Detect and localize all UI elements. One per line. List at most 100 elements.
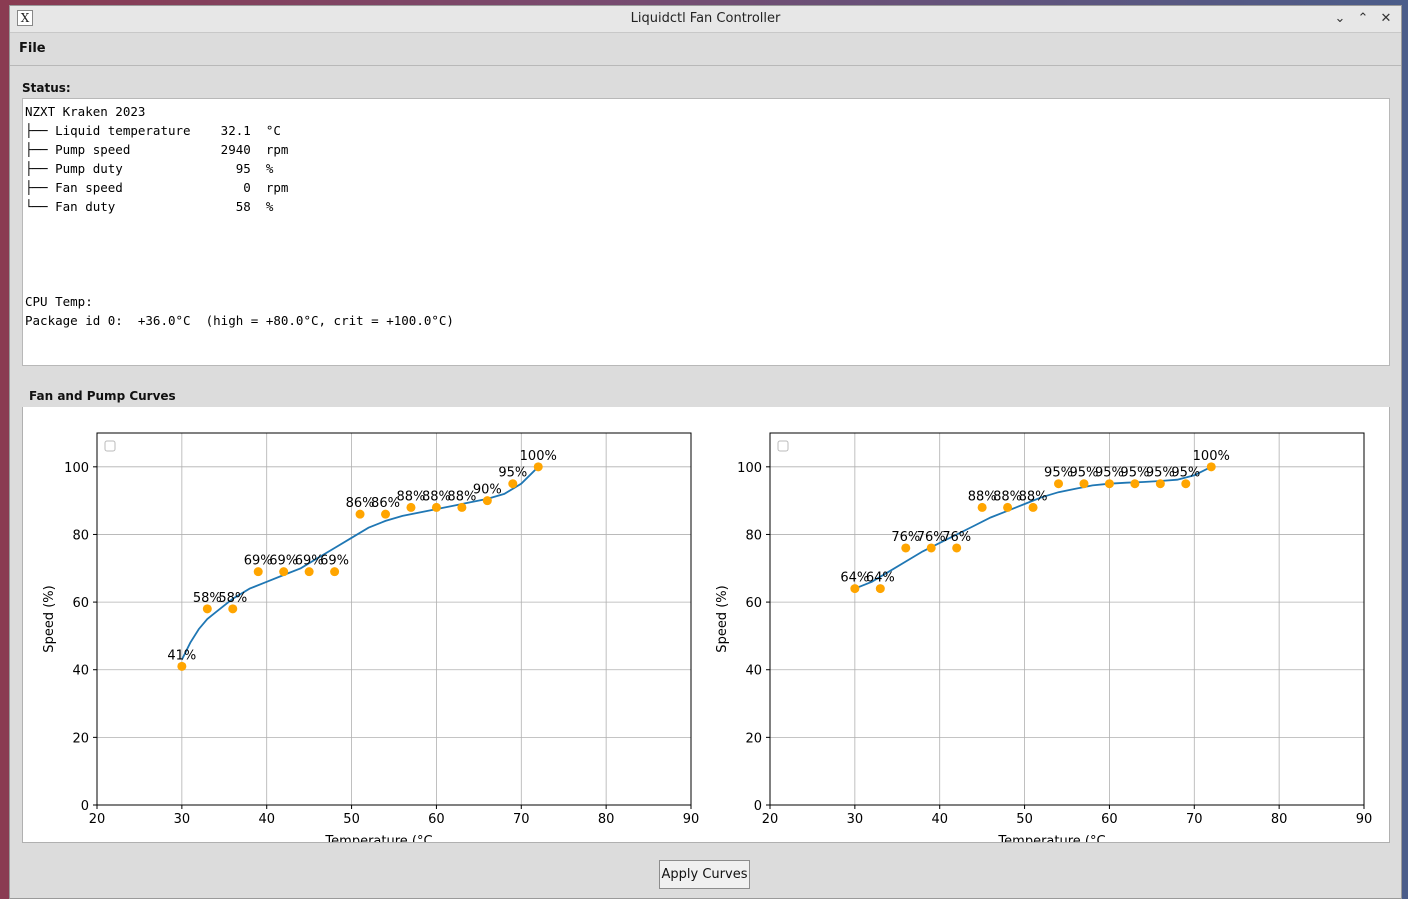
data-point	[253, 567, 263, 577]
data-point-label: 95%	[498, 466, 527, 481]
data-point	[508, 479, 518, 489]
data-point	[457, 502, 467, 512]
y-tick-label: 80	[745, 528, 762, 543]
data-point-label: 76%	[917, 530, 946, 545]
x-tick-label: 50	[1016, 812, 1033, 827]
x-tick-label: 50	[343, 812, 360, 827]
data-point-label: 58%	[193, 591, 222, 606]
data-point	[1130, 479, 1140, 489]
app-window: X Liquidctl Fan Controller ⌄ ⌃ ✕ File St…	[9, 5, 1402, 899]
data-point-label: 76%	[942, 530, 971, 545]
data-point-label: 41%	[167, 648, 196, 663]
data-point	[279, 567, 289, 577]
data-point	[952, 543, 962, 553]
apply-curves-button[interactable]: Apply Curves	[659, 860, 750, 889]
fitted-curve-line	[854, 465, 1212, 590]
x-tick-label: 30	[174, 812, 191, 827]
pump-curve-plot[interactable]: 20 30 40 50 60 70 80 90020406080100Temperature …	[696, 408, 1380, 849]
data-point	[1079, 479, 1089, 489]
data-point	[1028, 502, 1038, 512]
data-point	[406, 502, 416, 512]
data-point	[533, 462, 543, 472]
title-bar[interactable]: X Liquidctl Fan Controller ⌄ ⌃ ✕	[10, 6, 1401, 33]
data-point-label: 69%	[295, 554, 324, 569]
data-point	[926, 543, 936, 553]
status-panel[interactable]: NZXT Kraken 2023 ├── Liquid temperature …	[22, 98, 1390, 366]
data-point-label: 88%	[422, 489, 451, 504]
x-tick-label: 30	[847, 812, 864, 827]
close-button[interactable]: ✕	[1380, 11, 1392, 26]
data-point-label: 95%	[1120, 466, 1149, 481]
menu-file[interactable]: File	[19, 41, 46, 56]
data-point	[850, 584, 860, 594]
plot-frame	[769, 432, 1365, 806]
x-tick-label: 80	[1271, 812, 1288, 827]
x-tick-label: 40	[258, 812, 275, 827]
x-tick-label: 90	[1356, 812, 1373, 827]
x-tick-label: 60	[1101, 812, 1118, 827]
fan-curve-chart[interactable]: 20 30 40 50 60 70 80 90 0 20 40 60 80 100 Temperature …	[23, 408, 707, 849]
minimize-button[interactable]: ⌄	[1334, 11, 1346, 26]
data-point	[304, 567, 314, 577]
plot-frame	[96, 432, 692, 806]
y-tick-label: 80	[72, 528, 89, 543]
fan-curve-plot[interactable]: 20 30 40 50 60 70 80 90020406080100Temperature …	[23, 408, 707, 849]
y-axis-label: Speed (%)	[715, 585, 730, 652]
x-tick-label: 70	[513, 812, 530, 827]
x-tick-label: 80	[598, 812, 615, 827]
legend-checkbox-icon	[777, 440, 789, 452]
x-axis-label: Temperature (°C	[324, 834, 432, 842]
data-point-label: 88%	[968, 489, 997, 504]
plot-area	[97, 433, 691, 805]
y-tick-label: 0	[81, 799, 89, 814]
data-point	[381, 509, 391, 519]
y-tick-label: 20	[745, 731, 762, 746]
data-point-label: 64%	[866, 571, 895, 586]
data-point-label: 88%	[397, 489, 426, 504]
data-point	[1003, 502, 1013, 512]
data-point	[330, 567, 340, 577]
status-label: Status:	[22, 81, 71, 95]
data-point-label: 88%	[993, 489, 1022, 504]
data-point-label: 86%	[346, 496, 375, 511]
data-point	[228, 604, 238, 614]
legend-checkbox-icon	[104, 440, 116, 452]
data-point-label: 69%	[244, 554, 273, 569]
data-point-label: 100%	[520, 449, 557, 464]
window-title: Liquidctl Fan Controller	[630, 11, 781, 26]
fitted-curve-line	[181, 466, 539, 661]
data-point-label: 100%	[1193, 449, 1230, 464]
data-point-label: 69%	[320, 554, 349, 569]
data-point-label: 58%	[218, 591, 247, 606]
data-point-label: 95%	[1146, 466, 1175, 481]
data-point	[1155, 479, 1165, 489]
data-point	[1104, 479, 1114, 489]
data-point	[177, 661, 187, 671]
data-point-label: 69%	[269, 554, 298, 569]
data-point	[977, 502, 987, 512]
y-tick-label: 40	[72, 664, 89, 679]
y-tick-label: 0	[754, 799, 762, 814]
data-point	[1054, 479, 1064, 489]
y-tick-label: 100	[64, 461, 89, 476]
menu-bar: File	[10, 33, 1401, 66]
pump-curve-chart[interactable]: 20 30 40 50 60 70 80 90 0 20 40 60 80 100 Temperature …	[696, 408, 1380, 849]
curves-group-header	[22, 397, 1390, 407]
data-point	[431, 502, 441, 512]
x-tick-label: 90	[683, 812, 700, 827]
plot-area	[770, 433, 1364, 805]
y-tick-label: 20	[72, 731, 89, 746]
data-point-label: 88%	[1019, 489, 1048, 504]
data-point	[875, 584, 885, 594]
y-tick-label: 100	[737, 461, 762, 476]
data-point-label: 86%	[371, 496, 400, 511]
y-tick-label: 40	[745, 664, 762, 679]
maximize-button[interactable]: ⌃	[1357, 11, 1369, 26]
data-point	[1206, 462, 1216, 472]
y-axis-label: Speed (%)	[42, 585, 57, 652]
curves-group-title: Fan and Pump Curves	[28, 389, 177, 403]
data-point-label: 95%	[1044, 466, 1073, 481]
data-point	[901, 543, 911, 553]
x-tick-label: 70	[1186, 812, 1203, 827]
data-point-label: 64%	[840, 571, 869, 586]
